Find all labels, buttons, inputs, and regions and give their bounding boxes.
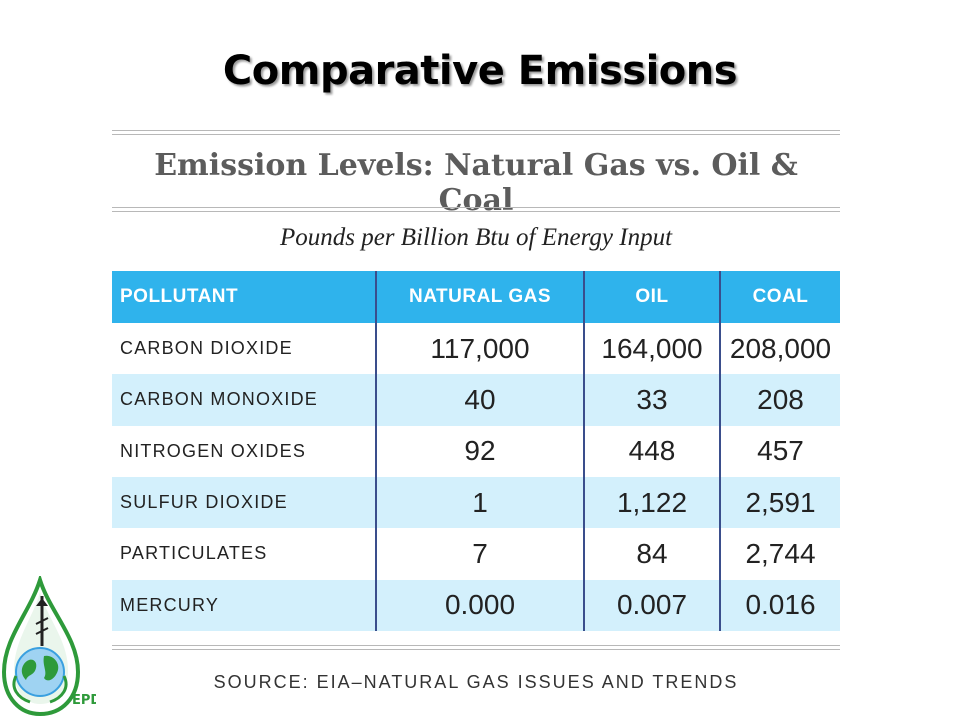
cell-oil: 84 <box>583 528 720 580</box>
table-row: CARBON MONOXIDE 40 33 208 <box>112 374 840 426</box>
table-row: NITROGEN OXIDES 92 448 457 <box>112 425 840 477</box>
table-row: MERCURY 0.000 0.007 0.016 <box>112 579 840 631</box>
globe-land-west <box>21 659 37 680</box>
cell-natural-gas: 117,000 <box>375 323 584 375</box>
cell-natural-gas: 0.000 <box>375 579 584 631</box>
cell-coal: 2,744 <box>719 528 840 580</box>
cell-coal: 0.016 <box>719 579 840 631</box>
globe-land-east <box>43 655 59 681</box>
units-caption: Pounds per Billion Btu of Energy Input <box>279 224 673 251</box>
cell-oil: 33 <box>583 374 720 426</box>
row-label: SULFUR DIOXIDE <box>112 476 376 529</box>
cell-coal: 457 <box>719 425 840 477</box>
top-rule-inner <box>112 134 840 135</box>
table-row: SULFUR DIOXIDE 1 1,122 2,591 <box>112 476 840 529</box>
table-row: PARTICULATES 7 84 2,744 <box>112 528 840 580</box>
cell-oil: 0.007 <box>583 579 720 631</box>
epd-logo: EPD <box>1 576 96 717</box>
header-pollutant: POLLUTANT <box>112 271 376 323</box>
row-label: CARBON DIOXIDE <box>120 338 293 359</box>
derrick-braces-icon <box>35 617 49 635</box>
table-header-row: POLLUTANT NATURAL GAS OIL COAL <box>112 271 840 323</box>
cell-oil: 1,122 <box>583 476 720 529</box>
cell-coal: 208 <box>719 374 840 426</box>
header-coal: COAL <box>719 271 840 323</box>
cell-coal: 2,591 <box>719 476 840 529</box>
header-oil: OIL <box>583 271 720 323</box>
chart-subtitle: Emission Levels: Natural Gas vs. Oil & C… <box>154 148 798 218</box>
row-label: MERCURY <box>112 579 376 631</box>
emissions-table: POLLUTANT NATURAL GAS OIL COAL CARBON DI… <box>112 271 840 631</box>
row-label: NITROGEN OXIDES <box>120 440 307 461</box>
bottom-rule <box>112 645 840 646</box>
logo-text: EPD <box>72 693 96 708</box>
source-note: SOURCE: EIA–NATURAL GAS ISSUES AND TREND… <box>213 672 739 692</box>
cell-natural-gas: 7 <box>375 528 584 580</box>
cell-natural-gas: 92 <box>375 425 584 477</box>
laurel-left-icon <box>12 675 31 704</box>
cell-oil: 448 <box>583 425 720 477</box>
slide-title: Comparative Emissions <box>222 48 738 94</box>
derrick-top-icon <box>36 598 48 606</box>
row-label: CARBON MONOXIDE <box>112 374 376 426</box>
cell-natural-gas: 1 <box>375 476 584 529</box>
bottom-rule-inner <box>112 649 840 650</box>
mid-rule <box>112 207 840 208</box>
row-label: PARTICULATES <box>120 543 268 564</box>
cell-natural-gas: 40 <box>375 374 584 426</box>
cell-oil: 164,000 <box>583 323 720 375</box>
top-rule <box>112 130 840 131</box>
header-natural-gas: NATURAL GAS <box>375 271 584 323</box>
laurel-right-icon <box>49 675 68 704</box>
mid-rule-inner <box>112 211 840 212</box>
cell-coal: 208,000 <box>719 323 840 375</box>
table-row: CARBON DIOXIDE 117,000 164,000 208,000 <box>112 323 840 375</box>
